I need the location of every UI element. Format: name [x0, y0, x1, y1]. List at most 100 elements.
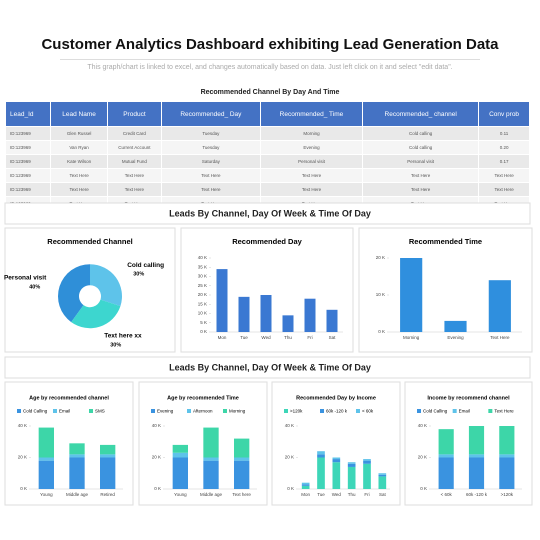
y-tick-label: 40 K [18, 423, 27, 428]
column-header: Conv prob [478, 101, 530, 127]
x-tick-label: Middle age [200, 492, 223, 497]
bar-segment [317, 451, 325, 455]
table-cell: ID:123969 [4, 126, 52, 141]
legend-swatch [452, 409, 457, 413]
y-tick-label: 20 K [18, 455, 27, 460]
bar-segment [69, 454, 85, 458]
x-tick-label: Retired [100, 492, 115, 497]
table-cell: Text Here [259, 182, 364, 197]
bar-segment [347, 466, 356, 489]
y-tick-label: 20 K [198, 292, 207, 297]
bar-segment [363, 460, 371, 464]
pie-slice [71, 299, 121, 329]
legend-swatch [320, 409, 324, 413]
chart-title: Age by recommended Time [167, 395, 239, 401]
x-tick-label: Wed [261, 335, 271, 340]
table-cell: Text Here [161, 168, 261, 183]
slice-value: 30% [133, 272, 144, 278]
bar-segment [347, 462, 356, 464]
x-tick-label: Tue [317, 492, 325, 497]
column-header: Lead_Id [4, 101, 52, 127]
section-box [4, 356, 531, 379]
table-cell: Morning [259, 126, 364, 141]
legend-label: < 60k [362, 409, 374, 414]
x-tick-label: >120k [501, 492, 514, 497]
table-cell: Van Ryan [50, 140, 108, 155]
legend-label: SMS [95, 409, 105, 414]
x-tick-label: Sat [379, 492, 387, 497]
section-title: Leads By Channel, Day Of Week & Time Of … [169, 362, 371, 372]
x-tick-label: 60k -120 k [466, 492, 488, 497]
bar-segment [234, 438, 250, 458]
bar-segment [499, 457, 515, 489]
y-tick-label: 10 K [198, 311, 207, 316]
column-header: Recommended_ Day [161, 101, 261, 127]
slice-label: Cold calling [127, 262, 164, 269]
bar [238, 296, 250, 332]
bar-segment [234, 460, 250, 489]
bar [282, 315, 294, 332]
table-cell: Mutual Fund [106, 154, 163, 169]
legend-swatch [356, 409, 360, 413]
page-subtitle: This graph/chart is linked to excel, and… [87, 64, 453, 71]
bar [326, 309, 338, 332]
x-tick-label: Evening [447, 335, 464, 340]
bar-segment [69, 443, 85, 455]
table-cell: Text Here [50, 168, 108, 183]
y-tick-label: 40 K [198, 255, 207, 260]
page-title: Customer Analytics Dashboard exhibiting … [41, 36, 499, 53]
y-tick-label: 20 K [285, 455, 294, 460]
bar-segment [468, 457, 485, 489]
bar-segment [234, 457, 250, 461]
table-row: ID:123969 Kate Wilson Mutual Fund Saturday P… [4, 154, 530, 169]
bar-segment [203, 457, 219, 461]
y-tick-label: 10 K [376, 292, 385, 297]
chart-panel [4, 227, 176, 353]
x-tick-label: Morning [403, 335, 420, 340]
bar-segment [378, 473, 387, 475]
chart-title: Recommended Channel [47, 237, 132, 246]
column-header: Recommended_ Time [259, 101, 364, 127]
slice-value: 40% [29, 284, 40, 290]
bar-segment [363, 463, 371, 489]
bar-segment [100, 457, 116, 489]
bar-segment [438, 429, 454, 455]
legend-swatch [187, 409, 191, 413]
table-cell: ID:123969 [4, 140, 52, 155]
table-cell: Text Here [50, 182, 108, 197]
x-tick-label: Middle age [66, 492, 89, 497]
x-tick-label: Young [40, 492, 53, 497]
y-tick-label: 40 K [418, 423, 427, 428]
table-cell: ID:123969 [4, 168, 52, 183]
table-cell: Tuesday [161, 126, 261, 141]
section-box [4, 202, 531, 225]
legend-swatch [89, 409, 93, 413]
y-tick-label: 20 K [418, 455, 427, 460]
y-tick-label: 40 K [152, 423, 161, 428]
bar-segment [38, 427, 54, 458]
bar-segment [301, 482, 310, 485]
bar-segment [203, 427, 219, 458]
table-cell: Text Here [362, 168, 480, 183]
bar-segment [499, 426, 515, 455]
chart-title: Recommended Time [409, 237, 482, 246]
x-tick-label: Thu [348, 492, 356, 497]
table-cell: Text Here [259, 168, 364, 183]
table-cell: 0.20 [478, 140, 530, 155]
bar-segment [332, 459, 341, 463]
chart-title: Recommended Day [232, 237, 302, 246]
x-tick-label: Fri [364, 492, 369, 497]
bar [260, 295, 272, 332]
bar [444, 320, 467, 332]
legend-label: Email [459, 409, 470, 414]
bar-segment [332, 457, 341, 460]
legend-label: Email [59, 409, 70, 414]
legend-swatch [223, 409, 227, 413]
bar-segment [468, 426, 485, 455]
y-tick-label: 0 K [20, 486, 27, 491]
slice-value: 30% [110, 342, 121, 348]
x-tick-label: Text here [232, 492, 251, 497]
y-tick-label: 0 K [378, 329, 385, 334]
